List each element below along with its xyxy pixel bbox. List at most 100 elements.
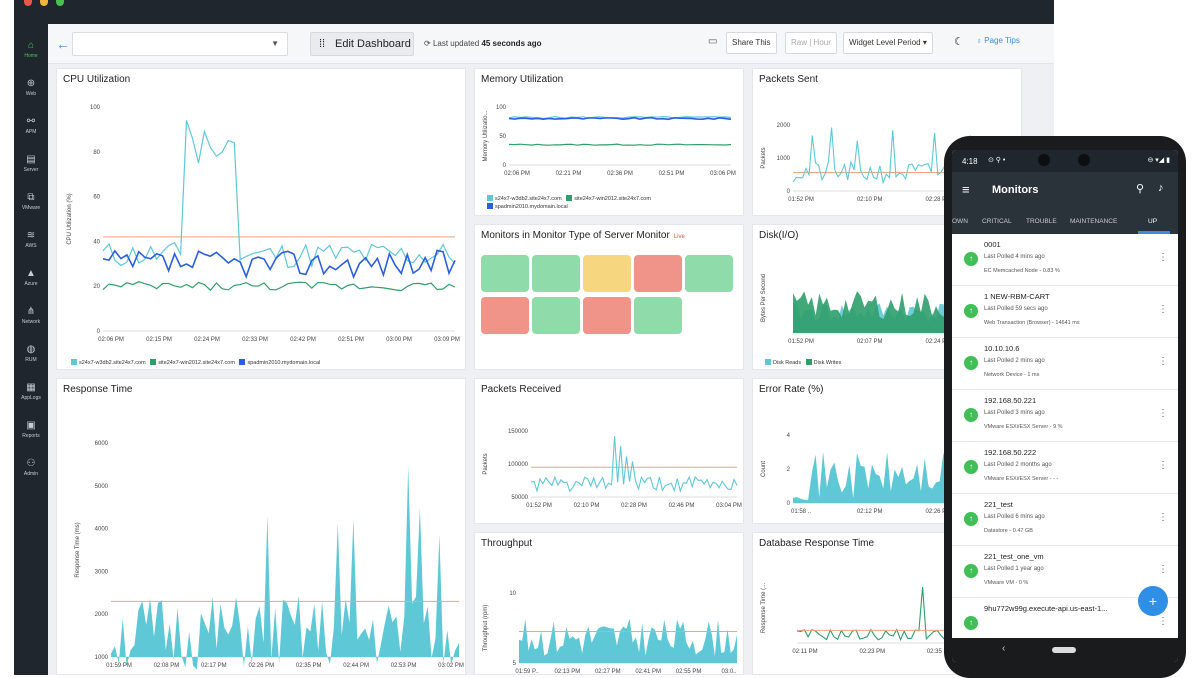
more-vert-icon[interactable]: ⋮ xyxy=(1158,512,1168,523)
more-vert-icon[interactable]: ⋮ xyxy=(1158,356,1168,367)
phone-nav-bar: ‹ xyxy=(952,638,1178,662)
sidebar-item-network[interactable]: ⋔ Network xyxy=(14,302,48,338)
moon-icon[interactable]: ☾ xyxy=(954,36,964,48)
list-item[interactable]: ↑ 221_test Last Polled 6 mins ago Datastore… xyxy=(952,494,1178,546)
monitor-tile[interactable] xyxy=(481,297,529,334)
monitor-tile[interactable] xyxy=(532,255,580,292)
sidebar-item-applogs[interactable]: ▦ AppLogs xyxy=(14,378,48,414)
packets-received-title: Packets Received xyxy=(481,384,562,395)
y-tick-label: 4 xyxy=(787,433,791,439)
phone-screen: 4:18 ⊙ ⚲ • ⊖ ▾◢ ▮ ≡ Monitors ⚲ ♪ OWN CRI… xyxy=(952,150,1178,662)
edit-dashboard-button[interactable]: ⁞⁞ Edit Dashboard xyxy=(310,32,414,56)
refresh-icon[interactable]: ⟳ xyxy=(424,39,431,48)
raw-hour-toggle[interactable]: Raw | Hour xyxy=(785,32,837,54)
status-up-icon: ↑ xyxy=(964,408,978,422)
more-vert-icon[interactable]: ⋮ xyxy=(1158,252,1168,263)
period-select[interactable]: Widget Level Period ▾ xyxy=(843,32,933,54)
x-tick-label: 02:35 PM xyxy=(296,663,322,669)
search-icon[interactable]: ⚲ xyxy=(1136,183,1145,195)
monitor-tile[interactable] xyxy=(481,255,529,292)
more-vert-icon[interactable]: ⋮ xyxy=(1158,408,1168,419)
monitor-name: 221_test xyxy=(984,500,1013,509)
sidebar-item-label: Reports xyxy=(22,433,40,439)
sidebar-item-admin[interactable]: ⚇ Admin xyxy=(14,454,48,490)
list-item[interactable]: ↑ 221_test_one_vm Last Polled 1 year ago VM… xyxy=(952,546,1178,598)
tab-critical[interactable]: CRITICAL xyxy=(982,218,1012,225)
sidebar-item-rum[interactable]: ◍ RUM xyxy=(14,340,48,376)
monitor-name: 192.168.50.221 xyxy=(984,396,1037,405)
rum-icon: ◍ xyxy=(26,344,36,355)
x-tick-label: 02:24 PM xyxy=(194,337,220,343)
throughput-panel: Throughput 10 5 01:59 P.. 02:13 PM 02:27 PM 0… xyxy=(474,532,744,675)
sidebar-item-server[interactable]: ▤ Server xyxy=(14,150,48,186)
response-chart: 6000 5000 4000 3000 2000 1000 01:59 PM 02:08 PM… xyxy=(75,441,464,670)
nav-back-icon[interactable]: ‹ xyxy=(1002,643,1006,654)
monitor-tile[interactable] xyxy=(685,255,733,292)
x-tick-label: 02:23 PM xyxy=(859,649,885,655)
bulb-icon: ♁ xyxy=(976,36,982,45)
y-tick-label: 5000 xyxy=(95,484,109,490)
menu-icon[interactable]: ≡ xyxy=(962,182,970,197)
back-arrow-icon[interactable]: ← xyxy=(56,36,70,52)
more-vert-icon[interactable]: ⋮ xyxy=(1158,460,1168,471)
tab-down[interactable]: OWN xyxy=(952,218,968,225)
list-item[interactable]: ↑ 1 NEW-RBM-CART Last Polled 59 secs ago We… xyxy=(952,286,1178,338)
sidebar-item-reports[interactable]: ▣ Reports xyxy=(14,416,48,452)
y-tick-label: 5 xyxy=(513,661,517,667)
maximize-dot[interactable] xyxy=(56,0,64,6)
sidebar-item-apm[interactable]: ⚯ APM xyxy=(14,112,48,148)
monitor-tile[interactable] xyxy=(532,297,580,334)
sidebar: ⌂ Home ⊕ Web ⚯ APM ▤ Server ⧉ VMware ≋ AWS ▲ Azure ⋔ Ne… xyxy=(14,24,48,675)
home-icon: ⌂ xyxy=(27,40,35,51)
disk-legend: Disk Reads Disk Writes xyxy=(765,359,841,366)
x-tick-label: 02:27 PM xyxy=(595,669,621,675)
monitor-tile[interactable] xyxy=(634,297,682,334)
x-tick-label: 02:08 PM xyxy=(154,663,180,669)
sidebar-item-vmware[interactable]: ⧉ VMware xyxy=(14,188,48,224)
sidebar-item-label: Server xyxy=(23,167,39,173)
monitor-tile[interactable] xyxy=(583,255,631,292)
y-tick-label: 0 xyxy=(97,329,101,335)
tv-icon[interactable]: ▭ xyxy=(708,36,718,47)
close-dot[interactable] xyxy=(24,0,32,6)
monitor-tile[interactable] xyxy=(634,255,682,292)
x-tick-label: 02:24 PM xyxy=(925,339,951,345)
memory-panel: Memory Utilization 100 50 0 02:06 PM 02:21 P… xyxy=(474,68,744,216)
nav-home-icon[interactable] xyxy=(1052,647,1076,653)
list-item[interactable]: ↑ 192.168.50.222 Last Polled 2 months ago V… xyxy=(952,442,1178,494)
minimize-dot[interactable] xyxy=(40,0,48,6)
page-tips-link[interactable]: ♁ Page Tips xyxy=(976,36,1020,45)
status-up-icon: ↑ xyxy=(964,512,978,526)
azure-icon: ▲ xyxy=(26,268,36,279)
applogs-icon: ▦ xyxy=(26,382,36,393)
sidebar-item-azure[interactable]: ▲ Azure xyxy=(14,264,48,300)
tab-up[interactable]: UP xyxy=(1148,218,1158,225)
x-tick-label: 02:06 PM xyxy=(504,171,530,177)
cpu-panel: CPU Utilization 100 80 60 40 20 0 02:06 PM 02:1… xyxy=(56,68,466,370)
more-vert-icon[interactable]: ⋮ xyxy=(1158,616,1168,627)
share-button[interactable]: Share This xyxy=(726,32,777,54)
live-badge: Live xyxy=(673,234,685,240)
sidebar-item-label: AWS xyxy=(25,243,37,249)
more-vert-icon[interactable]: ⋮ xyxy=(1158,304,1168,315)
y-tick-label: 2000 xyxy=(777,123,791,129)
dashboard-select[interactable]: ▼ xyxy=(72,32,288,56)
sidebar-item-web[interactable]: ⊕ Web xyxy=(14,74,48,110)
phone-time: 4:18 xyxy=(962,157,978,166)
list-item[interactable]: ↑ 10.10.10.6 Last Polled 2 mins ago Network… xyxy=(952,338,1178,390)
phone-app-bar: ≡ Monitors ⚲ ♪ xyxy=(952,172,1178,210)
tab-trouble[interactable]: TROUBLE xyxy=(1026,218,1057,225)
tab-maintenance[interactable]: MAINTENANCE xyxy=(1070,218,1118,225)
more-vert-icon[interactable]: ⋮ xyxy=(1158,564,1168,575)
list-item[interactable]: ↑ 192.168.50.221 Last Polled 3 mins ago VMw… xyxy=(952,390,1178,442)
sidebar-item-aws[interactable]: ≋ AWS xyxy=(14,226,48,262)
list-item[interactable]: ↑ 0001 Last Polled 4 mins ago EC Memcached … xyxy=(952,234,1178,286)
packets-received-panel: Packets Received 150000 100000 50000 01:52 … xyxy=(474,378,744,524)
monitor-tile[interactable] xyxy=(583,297,631,334)
admin-icon: ⚇ xyxy=(26,458,36,469)
sidebar-item-home[interactable]: ⌂ Home xyxy=(14,36,48,72)
add-monitor-button[interactable]: + xyxy=(1138,586,1168,616)
cpu-chart: 100 80 60 40 20 0 02:06 PM 02:15 PM 02:24 PM 02:3… xyxy=(67,105,460,343)
bell-icon[interactable]: ♪ xyxy=(1158,182,1164,194)
y-axis-label: CPU Utilization (%) xyxy=(67,193,73,244)
